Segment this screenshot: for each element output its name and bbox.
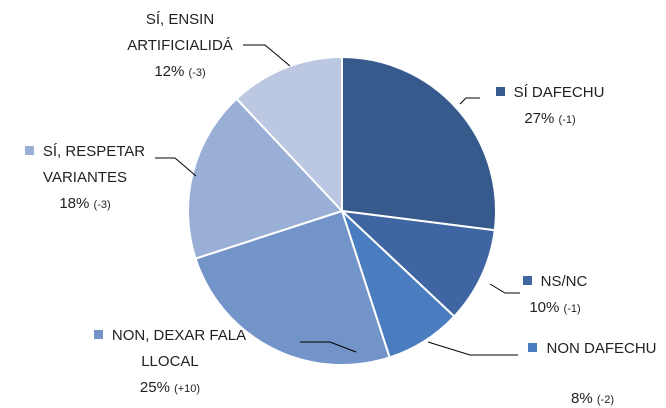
- legend-swatch: [528, 343, 538, 352]
- pie-slice: [235, 55, 343, 214]
- label-value: 8% (-2): [520, 386, 665, 408]
- legend-swatch: [93, 330, 103, 339]
- label-value: 27% (-1): [480, 106, 620, 133]
- change-label: (-1): [558, 114, 576, 126]
- slice-label: NON DAFECHU 8% (-2): [520, 336, 665, 408]
- label-value: 18% (-3): [5, 191, 165, 218]
- label-text: SÍ DAFECHU: [513, 84, 605, 101]
- label-text: NON DAFECHU: [546, 340, 657, 357]
- change-label: (-3): [188, 67, 206, 79]
- change-label: (-2): [596, 394, 614, 406]
- value-label: 12%: [154, 63, 185, 80]
- label-text: NON, DEXAR FALA LLOCAL: [111, 327, 247, 370]
- label-value: 10% (-1): [500, 295, 610, 322]
- label-name: NON, DEXAR FALA LLOCAL: [70, 323, 270, 375]
- leader-line: [243, 44, 291, 67]
- change-label: (-1): [563, 303, 581, 315]
- change-label: (-3): [93, 199, 111, 211]
- legend-swatch: [495, 87, 505, 96]
- label-value: 12% (-3): [110, 59, 250, 86]
- label-name: NON DAFECHU: [520, 336, 665, 362]
- label-name: NS/NC: [500, 269, 610, 295]
- leader-line: [459, 97, 480, 105]
- label-value: 25% (+10): [70, 375, 270, 402]
- label-name: SÍ, ENSIN ARTIFICIALIDÁ: [110, 7, 250, 59]
- leader-line: [155, 157, 197, 177]
- slice-label: SÍ, ENSIN ARTIFICIALIDÁ 12% (-3): [110, 7, 250, 86]
- value-label: 8%: [571, 390, 593, 407]
- leader-line: [489, 283, 520, 294]
- slice-label: SÍ, RESPETAR VARIANTES 18% (-3): [5, 139, 165, 218]
- slice-label: SÍ DAFECHU 27% (-1): [480, 80, 620, 133]
- label-name: SÍ, RESPETAR VARIANTES: [5, 139, 165, 191]
- value-label: 10%: [529, 299, 560, 316]
- pie-slice: [341, 55, 497, 232]
- change-label: (+10): [174, 383, 201, 395]
- label-text: NS/NC: [540, 273, 588, 290]
- legend-swatch: [522, 276, 532, 285]
- legend-swatch: [24, 146, 34, 155]
- value-label: 18%: [59, 195, 90, 212]
- label-text: SÍ, ENSIN ARTIFICIALIDÁ: [127, 11, 233, 54]
- label-name: SÍ DAFECHU: [480, 80, 620, 106]
- pie-slice: [194, 209, 391, 366]
- leader-line: [427, 341, 518, 356]
- slice-label: NS/NC 10% (-1): [500, 269, 610, 322]
- value-label: 27%: [524, 110, 555, 127]
- pie-slice: [339, 209, 496, 318]
- leader-line: [300, 341, 357, 353]
- slice-label: NON, DEXAR FALA LLOCAL 25% (+10): [70, 323, 270, 402]
- label-text: SÍ, RESPETAR VARIANTES: [42, 143, 146, 186]
- value-label: 25%: [139, 379, 170, 396]
